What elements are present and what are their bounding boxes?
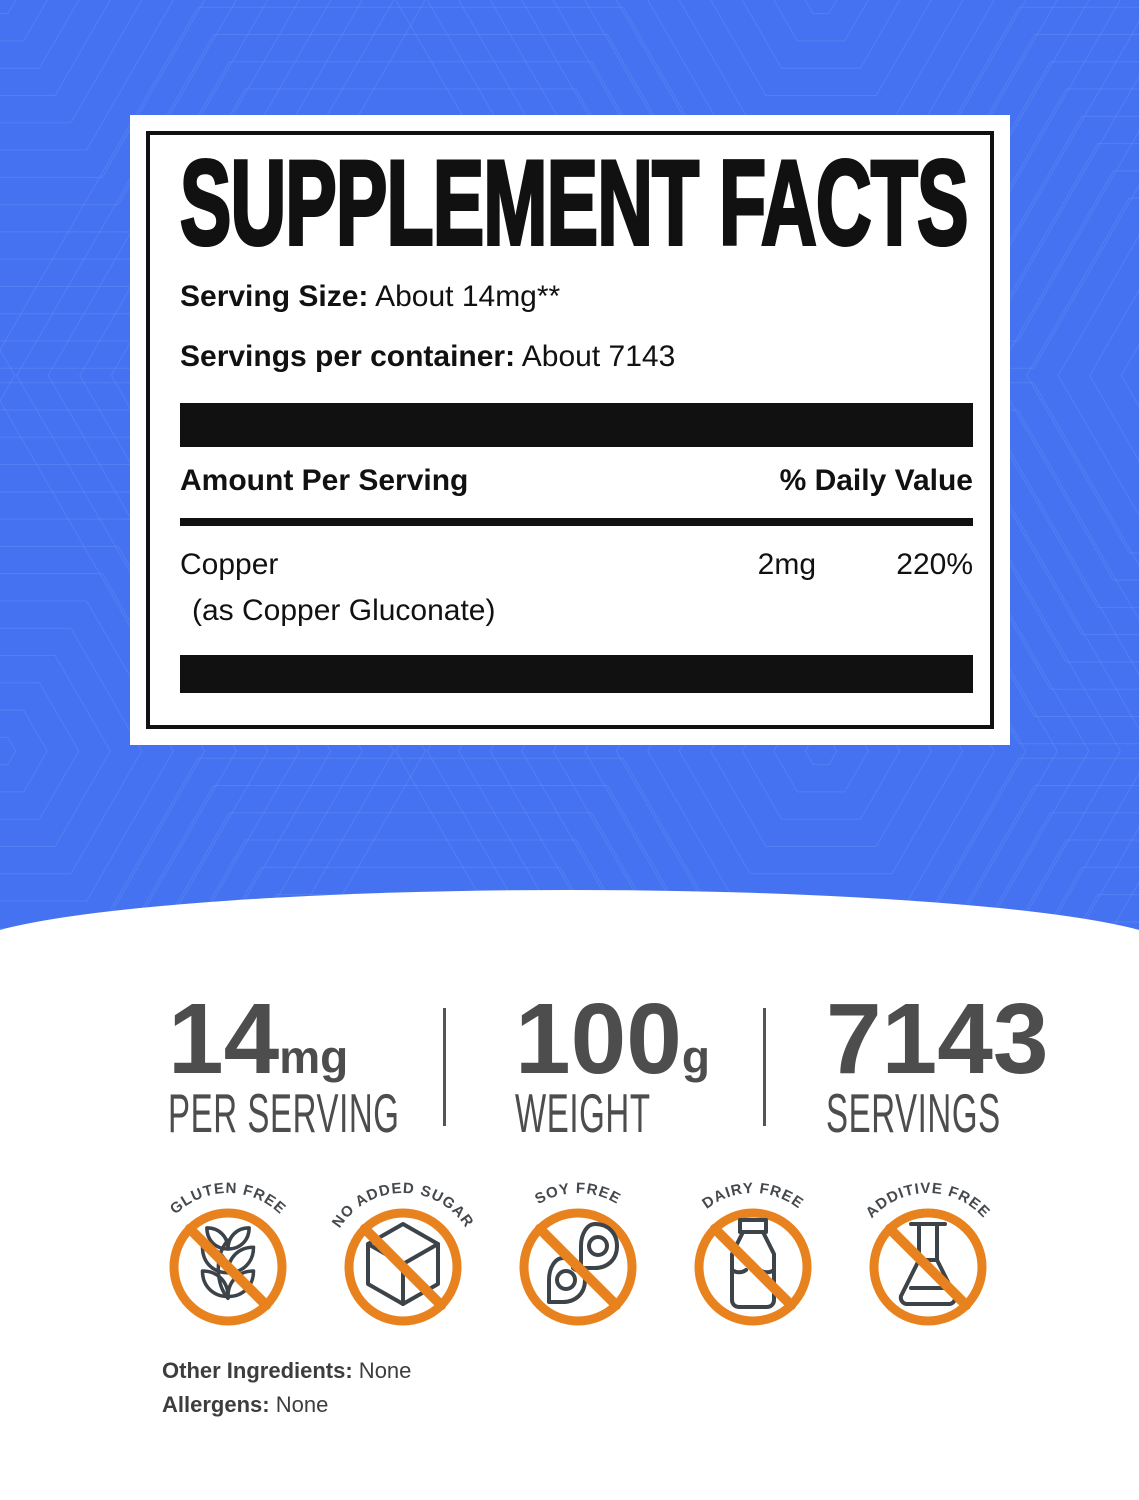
svg-text:DAIRY FREE: DAIRY FREE <box>699 1180 807 1213</box>
svg-text:SOY FREE: SOY FREE <box>532 1180 624 1208</box>
